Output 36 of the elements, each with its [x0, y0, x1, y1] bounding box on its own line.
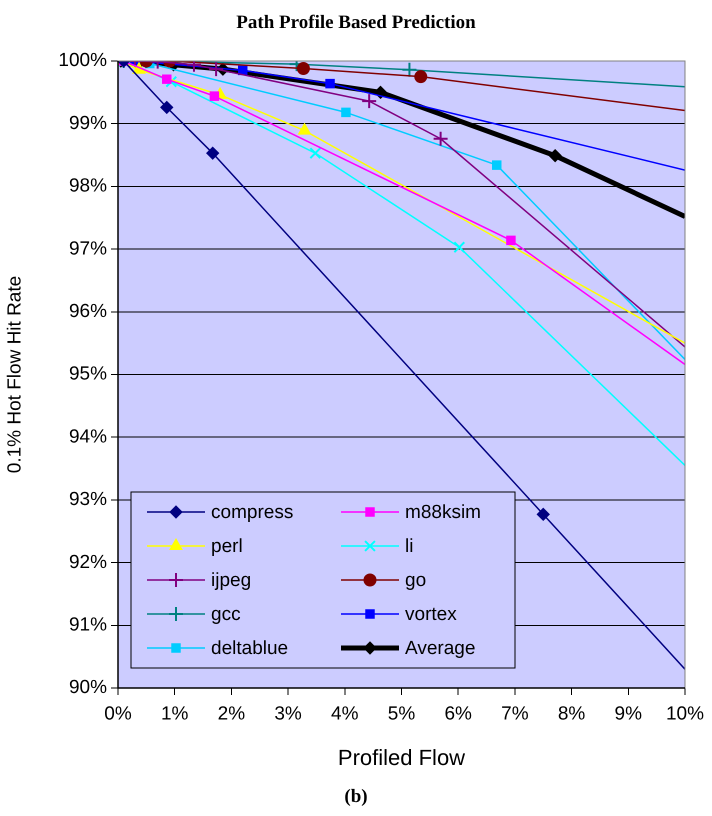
text: (b)	[344, 786, 368, 807]
legend-label: go	[405, 570, 426, 592]
y-axis-title: 0.1% Hot Flow Hit Rate	[4, 276, 26, 474]
x-tick-label: 2%	[218, 704, 246, 725]
y-tick-label: 100%	[58, 50, 108, 72]
x-tick-label: 6%	[444, 704, 472, 725]
legend-label: Average	[405, 638, 476, 660]
legend-label: gcc	[211, 604, 241, 626]
legend-label: li	[405, 536, 414, 558]
x-tick-label: 8%	[558, 704, 586, 725]
y-tick-label: 93%	[68, 489, 108, 510]
legend-label: m88ksim	[405, 502, 482, 524]
x-tick-label: 10%	[666, 704, 704, 725]
legend-label: deltablue	[211, 638, 288, 660]
y-tick-label: 96%	[68, 301, 108, 322]
y-tick-label: 90%	[68, 677, 108, 698]
x-tick-label: 7%	[501, 704, 529, 725]
x-axis-title: Profiled Flow	[338, 744, 466, 770]
legend-label: compress	[211, 502, 294, 524]
x-tick-label: 9%	[614, 704, 642, 725]
x-tick-label: 0%	[104, 704, 132, 725]
y-tick-label: 99%	[68, 112, 108, 134]
chart-title: Path Profile Based Prediction	[236, 12, 476, 33]
x-tick-label: 1%	[160, 704, 189, 725]
y-tick-label: 91%	[68, 614, 108, 636]
x-tick-label: 5%	[388, 704, 416, 725]
y-tick-label: 94%	[68, 426, 108, 448]
y-tick-label: 92%	[68, 552, 108, 573]
y-tick-label: 98%	[68, 176, 108, 197]
y-tick-label: 95%	[68, 364, 108, 385]
x-tick-label: 3%	[274, 704, 302, 725]
legend-label: vortex	[405, 604, 458, 626]
legend-label: perl	[211, 536, 243, 558]
x-tick-label: 4%	[331, 704, 359, 725]
legend-label: ijpeg	[211, 570, 252, 592]
y-tick-label: 97%	[68, 238, 108, 260]
